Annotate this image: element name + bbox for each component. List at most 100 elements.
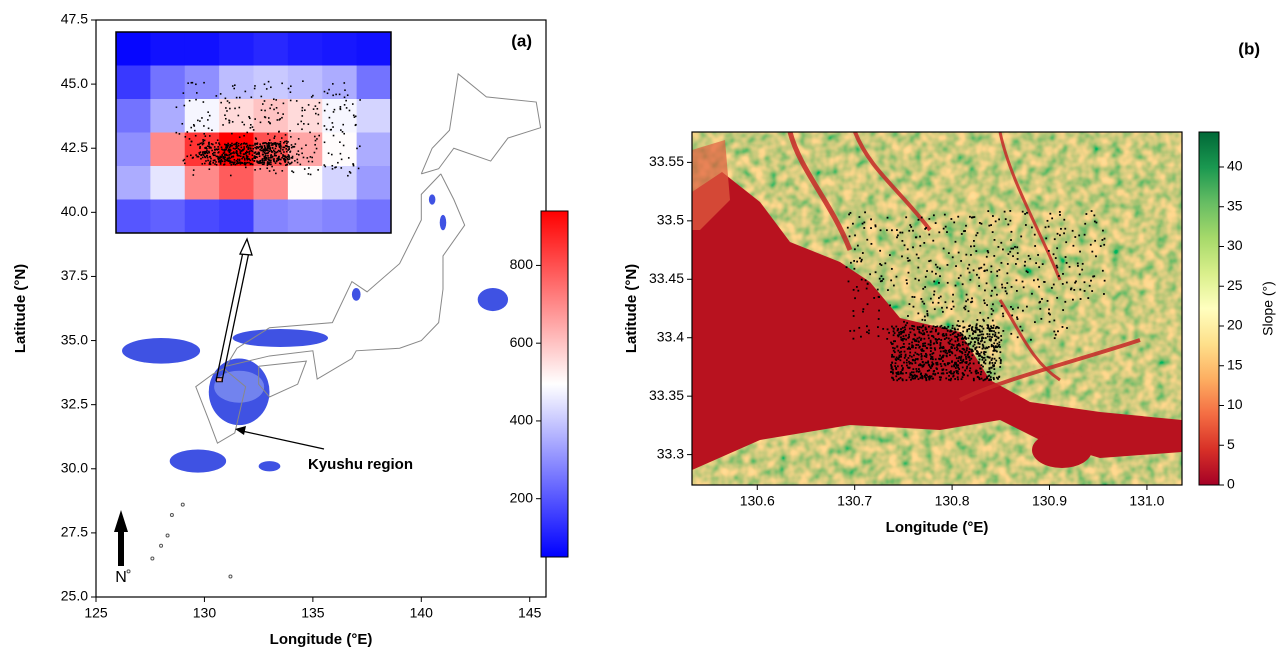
landslide-point — [253, 87, 256, 90]
landslide-point — [982, 327, 985, 330]
landslide-point — [208, 141, 210, 144]
landslide-point — [907, 315, 909, 317]
hills-south — [692, 420, 1182, 485]
landslide-point — [944, 301, 947, 304]
landslide-point — [938, 376, 941, 379]
landslide-point — [1021, 329, 1024, 332]
landslide-point — [217, 158, 220, 161]
landslide-point — [339, 107, 342, 110]
landslide-point — [218, 143, 221, 146]
landslide-point — [275, 154, 278, 157]
landslide-point — [917, 353, 920, 356]
landslide-point — [314, 105, 317, 107]
landslide-point — [1068, 265, 1071, 268]
landslide-point — [236, 141, 238, 144]
landslide-point — [233, 152, 235, 155]
landslide-point — [1021, 210, 1024, 213]
landslide-point — [265, 149, 268, 152]
landslide-point — [992, 333, 994, 336]
landslide-point — [984, 378, 987, 381]
landslide-point — [190, 140, 193, 143]
landslide-point — [271, 156, 273, 159]
landslide-point — [998, 341, 1001, 344]
landslide-point — [892, 377, 894, 380]
landslide-point — [290, 156, 293, 159]
landslide-point — [998, 357, 1001, 360]
inset-cell — [356, 166, 392, 200]
landslide-point — [1029, 257, 1032, 260]
landslide-point — [942, 372, 944, 375]
landslide-point — [986, 335, 989, 338]
landslide-point — [932, 335, 934, 337]
landslide-point — [318, 134, 320, 137]
landslide-point — [959, 332, 962, 334]
landslide-point — [263, 149, 266, 152]
landslide-point — [331, 164, 334, 167]
landslide-point — [915, 340, 918, 343]
landslide-point — [332, 111, 335, 113]
landslide-point — [890, 366, 893, 369]
landslide-point — [259, 162, 262, 164]
landslide-point — [208, 155, 211, 158]
landslide-point — [209, 160, 212, 163]
landslide-point — [879, 229, 882, 232]
landslide-point — [247, 158, 249, 160]
landslide-point — [975, 326, 978, 329]
landslide-point — [309, 156, 312, 158]
landslide-point — [1081, 268, 1084, 271]
landslide-point — [963, 337, 966, 339]
inset-cell — [184, 65, 220, 100]
landslide-point — [214, 163, 216, 165]
landslide-point — [317, 169, 319, 171]
landslide-point — [892, 349, 895, 352]
landslide-point — [301, 128, 303, 131]
landslide-point — [939, 350, 942, 353]
landslide-point — [995, 335, 998, 338]
landslide-point — [1003, 210, 1006, 213]
landslide-point — [262, 161, 264, 164]
colorbar-tick-label: 40 — [1227, 158, 1243, 174]
landslide-point — [856, 244, 859, 247]
landslide-point — [328, 116, 331, 119]
landslide-point — [965, 300, 968, 303]
landslide-point — [275, 145, 277, 148]
landslide-point — [925, 354, 928, 356]
landslide-point — [1015, 263, 1017, 265]
landslide-point — [920, 353, 923, 355]
landslide-point — [982, 318, 985, 321]
landslide-point — [1048, 320, 1051, 323]
landslide-point — [983, 352, 985, 355]
landslide-point — [245, 152, 247, 154]
inset-cell — [287, 166, 323, 200]
y-tick-label: 33.3 — [657, 445, 684, 461]
landslide-point — [1002, 330, 1005, 332]
landslide-point — [950, 346, 953, 349]
landslide-point — [201, 143, 204, 146]
landslide-point — [933, 370, 935, 372]
landslide-point — [864, 211, 866, 214]
landslide-point — [909, 361, 912, 364]
landslide-point — [276, 157, 278, 160]
landslide-point — [966, 365, 969, 368]
landslide-point — [852, 337, 855, 340]
landslide-point — [284, 140, 286, 143]
landslide-point — [950, 377, 952, 380]
landslide-point — [980, 266, 983, 269]
landslide-point — [1022, 309, 1024, 312]
landslide-point — [923, 337, 926, 340]
landslide-point — [997, 246, 1000, 248]
landslide-point — [955, 363, 958, 366]
landslide-point — [924, 345, 927, 347]
landslide-point — [182, 159, 185, 162]
landslide-point — [238, 96, 241, 99]
landslide-point — [929, 357, 932, 360]
landslide-point — [951, 333, 954, 335]
landslide-point — [977, 361, 980, 364]
landslide-point — [957, 344, 959, 347]
landslide-point — [932, 358, 934, 361]
landslide-point — [255, 138, 258, 140]
landslide-point — [226, 158, 229, 161]
landslide-point — [957, 328, 959, 331]
landslide-point — [912, 305, 915, 308]
landslide-point — [970, 341, 972, 344]
